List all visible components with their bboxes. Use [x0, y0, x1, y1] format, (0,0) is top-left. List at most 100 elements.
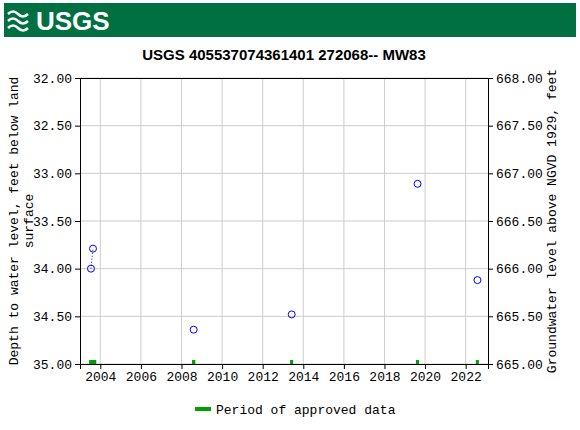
tick-label: 2018 — [369, 370, 400, 385]
tick-label: 2008 — [166, 370, 197, 385]
tick-mark — [344, 364, 345, 369]
approved-period — [290, 360, 293, 364]
tick: 33.00 — [33, 167, 80, 182]
tick-mark — [100, 364, 101, 369]
tick-label: 34.50 — [33, 310, 72, 325]
tick-label: 2022 — [451, 370, 482, 385]
tick-label: 35.00 — [33, 358, 72, 373]
tick-label: 33.50 — [33, 215, 72, 230]
legend: Period of approved data — [195, 403, 396, 418]
axis-line — [81, 365, 489, 370]
tick-label: 666.50 — [496, 215, 543, 230]
tick-mark — [75, 126, 80, 127]
tick-mark — [488, 173, 493, 174]
axis-line — [75, 79, 81, 365]
tick-mark — [75, 316, 80, 317]
grid — [80, 78, 488, 364]
axis-line — [489, 79, 494, 365]
tick-label: 33.00 — [33, 167, 72, 182]
grid-line-y — [80, 268, 488, 269]
y2-axis-title: Groundwater level above NGVD 1929, feet — [545, 69, 560, 373]
tick-label: 665.50 — [496, 310, 543, 325]
logo-wave — [8, 26, 28, 31]
tick: 32.00 — [33, 72, 80, 87]
grid-line-y — [80, 173, 488, 174]
tick-mark — [222, 364, 223, 369]
tick: 666.00 — [488, 262, 543, 277]
tick-mark — [488, 364, 493, 365]
header-bar — [4, 3, 576, 37]
series-line — [91, 184, 477, 330]
y-axis-title: Depth to water level, feet below landsur… — [7, 77, 37, 366]
tick-label: 32.00 — [33, 72, 72, 87]
approved-period — [89, 360, 96, 364]
data-point — [474, 277, 481, 284]
tick: 2012 — [248, 364, 279, 385]
grid-line-y — [80, 125, 488, 126]
legend-label: Period of approved data — [216, 403, 396, 418]
x-axis: 2004 2006 2008 2010 2012 2014 2016 2018 2020 2022 — [81, 364, 489, 385]
tick: 2022 — [451, 364, 482, 385]
data-point — [89, 245, 96, 252]
tick: 2010 — [207, 364, 238, 385]
approved-period — [192, 360, 195, 364]
tick-mark — [141, 364, 142, 369]
tick-mark — [466, 364, 467, 369]
tick-label: 32.50 — [33, 119, 72, 134]
tick: 2014 — [288, 364, 319, 385]
tick: 665.50 — [488, 310, 543, 325]
data-point — [87, 265, 94, 272]
tick-mark — [488, 316, 493, 317]
tick-mark — [75, 364, 80, 365]
tick: 2018 — [369, 364, 400, 385]
approved-period — [416, 360, 419, 364]
title: USGS 405537074361401 272068-- MW83 — [142, 46, 426, 63]
tick-label: 2006 — [126, 370, 157, 385]
tick-label: 2010 — [207, 370, 238, 385]
tick-mark — [488, 269, 493, 270]
tick: 2020 — [410, 364, 441, 385]
tick: 34.00 — [33, 262, 80, 277]
tick: 668.00 — [488, 72, 543, 87]
tick: 2006 — [126, 364, 157, 385]
tick-mark — [303, 364, 304, 369]
grid-line-y — [80, 78, 488, 79]
tick: 32.50 — [33, 119, 80, 134]
approved-period — [476, 360, 479, 364]
tick-mark — [75, 173, 80, 174]
tick: 667.00 — [488, 167, 543, 182]
grid-line-y — [80, 221, 488, 222]
tick-label: 2016 — [329, 370, 360, 385]
legend-swatch — [195, 407, 211, 411]
tick-label: 667.00 — [496, 167, 543, 182]
y-axis: 32.00 32.50 33.00 33.50 34.00 34.50 35.00 — [33, 72, 81, 373]
y-axis-title-line: surface — [22, 194, 37, 249]
chart: USGSUSGS 405537074361401 272068-- MW8320… — [0, 0, 580, 430]
tick-mark — [75, 269, 80, 270]
y2-axis: 668.00667.50667.00666.50666.00665.50665.… — [488, 72, 543, 373]
tick-mark — [75, 221, 80, 222]
tick: 34.50 — [33, 310, 80, 325]
tick: 33.50 — [33, 215, 80, 230]
tick-label: 2004 — [85, 370, 116, 385]
tick: 35.00 — [33, 358, 80, 373]
tick-label: 2020 — [410, 370, 441, 385]
data-point — [288, 311, 295, 318]
header-logo — [8, 12, 28, 31]
top-frame — [81, 78, 489, 79]
tick-label: 667.50 — [496, 119, 543, 134]
plot-area — [87, 180, 480, 364]
tick-label: 34.00 — [33, 262, 72, 277]
axis-line — [81, 78, 489, 79]
tick: 2016 — [329, 364, 360, 385]
data-point — [190, 326, 197, 333]
tick-label: 2014 — [288, 370, 319, 385]
tick-mark — [263, 364, 264, 369]
tick-label: 668.00 — [496, 72, 543, 87]
tick-mark — [181, 364, 182, 369]
tick-label: 2012 — [248, 370, 279, 385]
tick: 2008 — [166, 364, 197, 385]
tick: 2004 — [85, 364, 116, 385]
tick-label: 666.00 — [496, 262, 543, 277]
y-axis-title-line: Depth to water level, feet below land — [7, 77, 22, 366]
